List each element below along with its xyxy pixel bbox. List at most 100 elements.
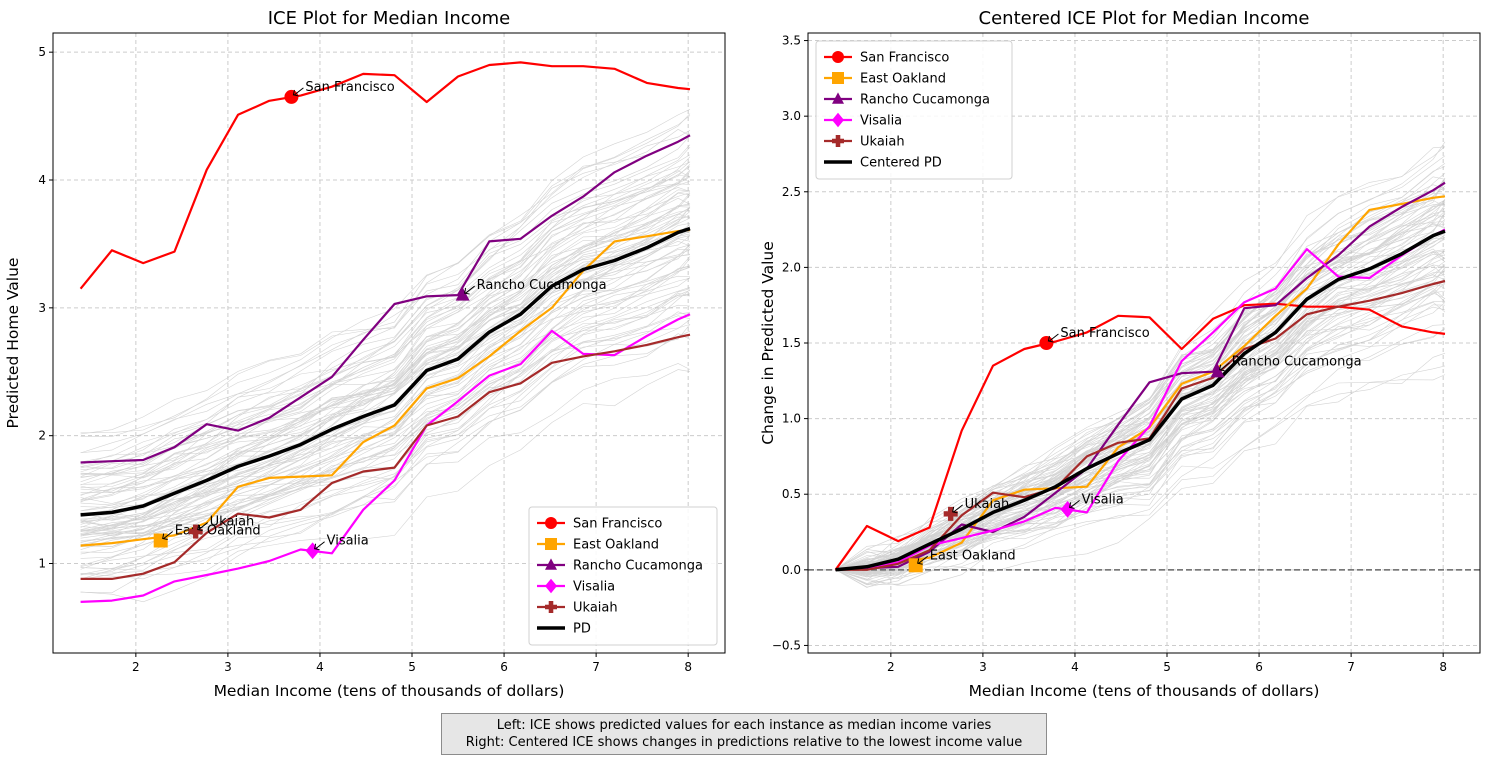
chart-title: Centered ICE Plot for Median Income [979, 8, 1310, 29]
marker-square [908, 558, 923, 573]
ice-line [80, 315, 691, 575]
legend: San Francisco East Oakland Rancho Cucamong… [815, 40, 1013, 180]
legend-label: San Francisco [860, 51, 949, 66]
annotation-arrow [1220, 362, 1230, 371]
x-tick-label: 2 [132, 660, 140, 674]
annotation-arrow [163, 531, 174, 539]
ice-line [80, 240, 691, 508]
ice-line [80, 254, 691, 545]
ice-line [80, 324, 691, 603]
legend-label: East Oakland [860, 72, 946, 87]
annotation-arrowhead [464, 287, 470, 295]
legend-label: San Francisco [573, 517, 662, 532]
y-tick-label: 3 [38, 301, 46, 315]
ticks: 2 3 4 5 6 7 8 1 2 3 4 5 [38, 45, 692, 674]
legend-label: PD [573, 622, 591, 637]
y-tick-label: 1.5 [782, 336, 801, 350]
ice-line [80, 258, 691, 566]
series-line-san-francisco [834, 302, 1446, 571]
series-line-ukaiah [80, 333, 691, 581]
annotation-arrowhead [292, 89, 299, 97]
annotation-label: Ukaiah [965, 497, 1010, 512]
marker-triangle [832, 92, 844, 104]
marker-square [832, 72, 844, 84]
marker-plus-v [193, 524, 199, 539]
annotation-arrowhead [1047, 335, 1054, 343]
x-tick-label: 5 [1163, 660, 1171, 674]
series-line-rancho-cucamonga [80, 134, 691, 464]
ice-line [80, 256, 691, 534]
y-tick-label: −0.5 [772, 638, 801, 652]
annotation-label: San Francisco [305, 80, 394, 95]
legend-label: Visalia [573, 580, 615, 595]
annotation-arrowhead [917, 558, 923, 565]
marker-plus-v [548, 601, 554, 613]
ice-line [835, 257, 1446, 581]
ice-line [835, 301, 1446, 571]
marker-diamond [545, 578, 557, 594]
ice-line [80, 217, 691, 506]
x-tick-label: 4 [316, 660, 324, 674]
marker-circle [545, 517, 557, 529]
caption-box: Left: ICE shows predicted values for eac… [441, 713, 1047, 755]
ice-line [835, 365, 1446, 571]
y-tick-label: 0.0 [782, 563, 801, 577]
legend-box [528, 506, 718, 646]
ice-line [80, 109, 691, 454]
axes-frame [52, 32, 726, 654]
ice-line [80, 146, 691, 453]
marker-plus-v [948, 506, 954, 521]
marker-circle [1039, 336, 1054, 350]
ice-line [835, 200, 1446, 571]
ice-line [835, 210, 1446, 571]
marker-diamond [305, 542, 320, 560]
ice-line [80, 170, 691, 467]
ice-line [80, 189, 691, 512]
annotations: San Francisco East Oakland Rancho Cucamong… [908, 326, 1362, 573]
x-tick-label: 3 [979, 660, 987, 674]
ice-line [835, 324, 1446, 586]
caption-line-1: Left: ICE shows predicted values for eac… [496, 718, 992, 733]
chart-panel-1: San Francisco East Oakland Rancho Cucamong… [4, 8, 726, 700]
ice-line [835, 278, 1446, 588]
x-tick-label: 6 [1255, 660, 1263, 674]
ice-line [835, 199, 1446, 586]
ice-line [80, 187, 691, 532]
ice-line [80, 267, 691, 555]
annotation-label: Rancho Cucamonga [477, 278, 607, 293]
y-tick-label: 0.5 [782, 487, 801, 501]
ice-line [835, 146, 1446, 571]
ice-line [835, 249, 1446, 575]
x-tick-label: 7 [1347, 660, 1355, 674]
ice-line [80, 213, 691, 517]
chart-panel-2: San Francisco East Oakland Rancho Cucamong… [759, 8, 1481, 700]
ice-line [835, 177, 1446, 578]
ice-line [80, 190, 691, 495]
series-line-pd [80, 226, 691, 517]
x-tick-label: 2 [887, 660, 895, 674]
annotation-arrow [1049, 333, 1059, 342]
annotation-arrow [315, 541, 325, 550]
ice-line [835, 270, 1446, 571]
annotation-arrowhead [952, 506, 958, 514]
ice-line [835, 208, 1446, 574]
ice-line [80, 363, 691, 529]
annotation-arrow [1070, 499, 1080, 508]
x-tick-label: 8 [684, 660, 692, 674]
ice-line [80, 249, 691, 534]
marker-circle [284, 89, 299, 104]
legend-label: Rancho Cucamonga [573, 559, 703, 574]
ice-line [80, 156, 691, 516]
marker-diamond [832, 112, 844, 128]
caption-line-2: Right: Centered ICE shows changes in pre… [465, 735, 1023, 750]
ice-line [80, 265, 691, 528]
marker-triangle [1210, 364, 1225, 378]
x-tick-label: 5 [408, 660, 416, 674]
ticks: 2 3 4 5 6 7 8 −0.5 0.0 0.5 1.0 1.5 2.0 2.5 3.0 3.5 [772, 34, 1447, 674]
x-axis-label: Median Income (tens of thousands of doll… [969, 682, 1320, 700]
x-axis-label: Median Income (tens of thousands of doll… [214, 682, 565, 700]
background-ice-lines [80, 109, 691, 603]
annotation-arrow [465, 285, 475, 294]
annotation-label: Visalia [327, 534, 369, 549]
